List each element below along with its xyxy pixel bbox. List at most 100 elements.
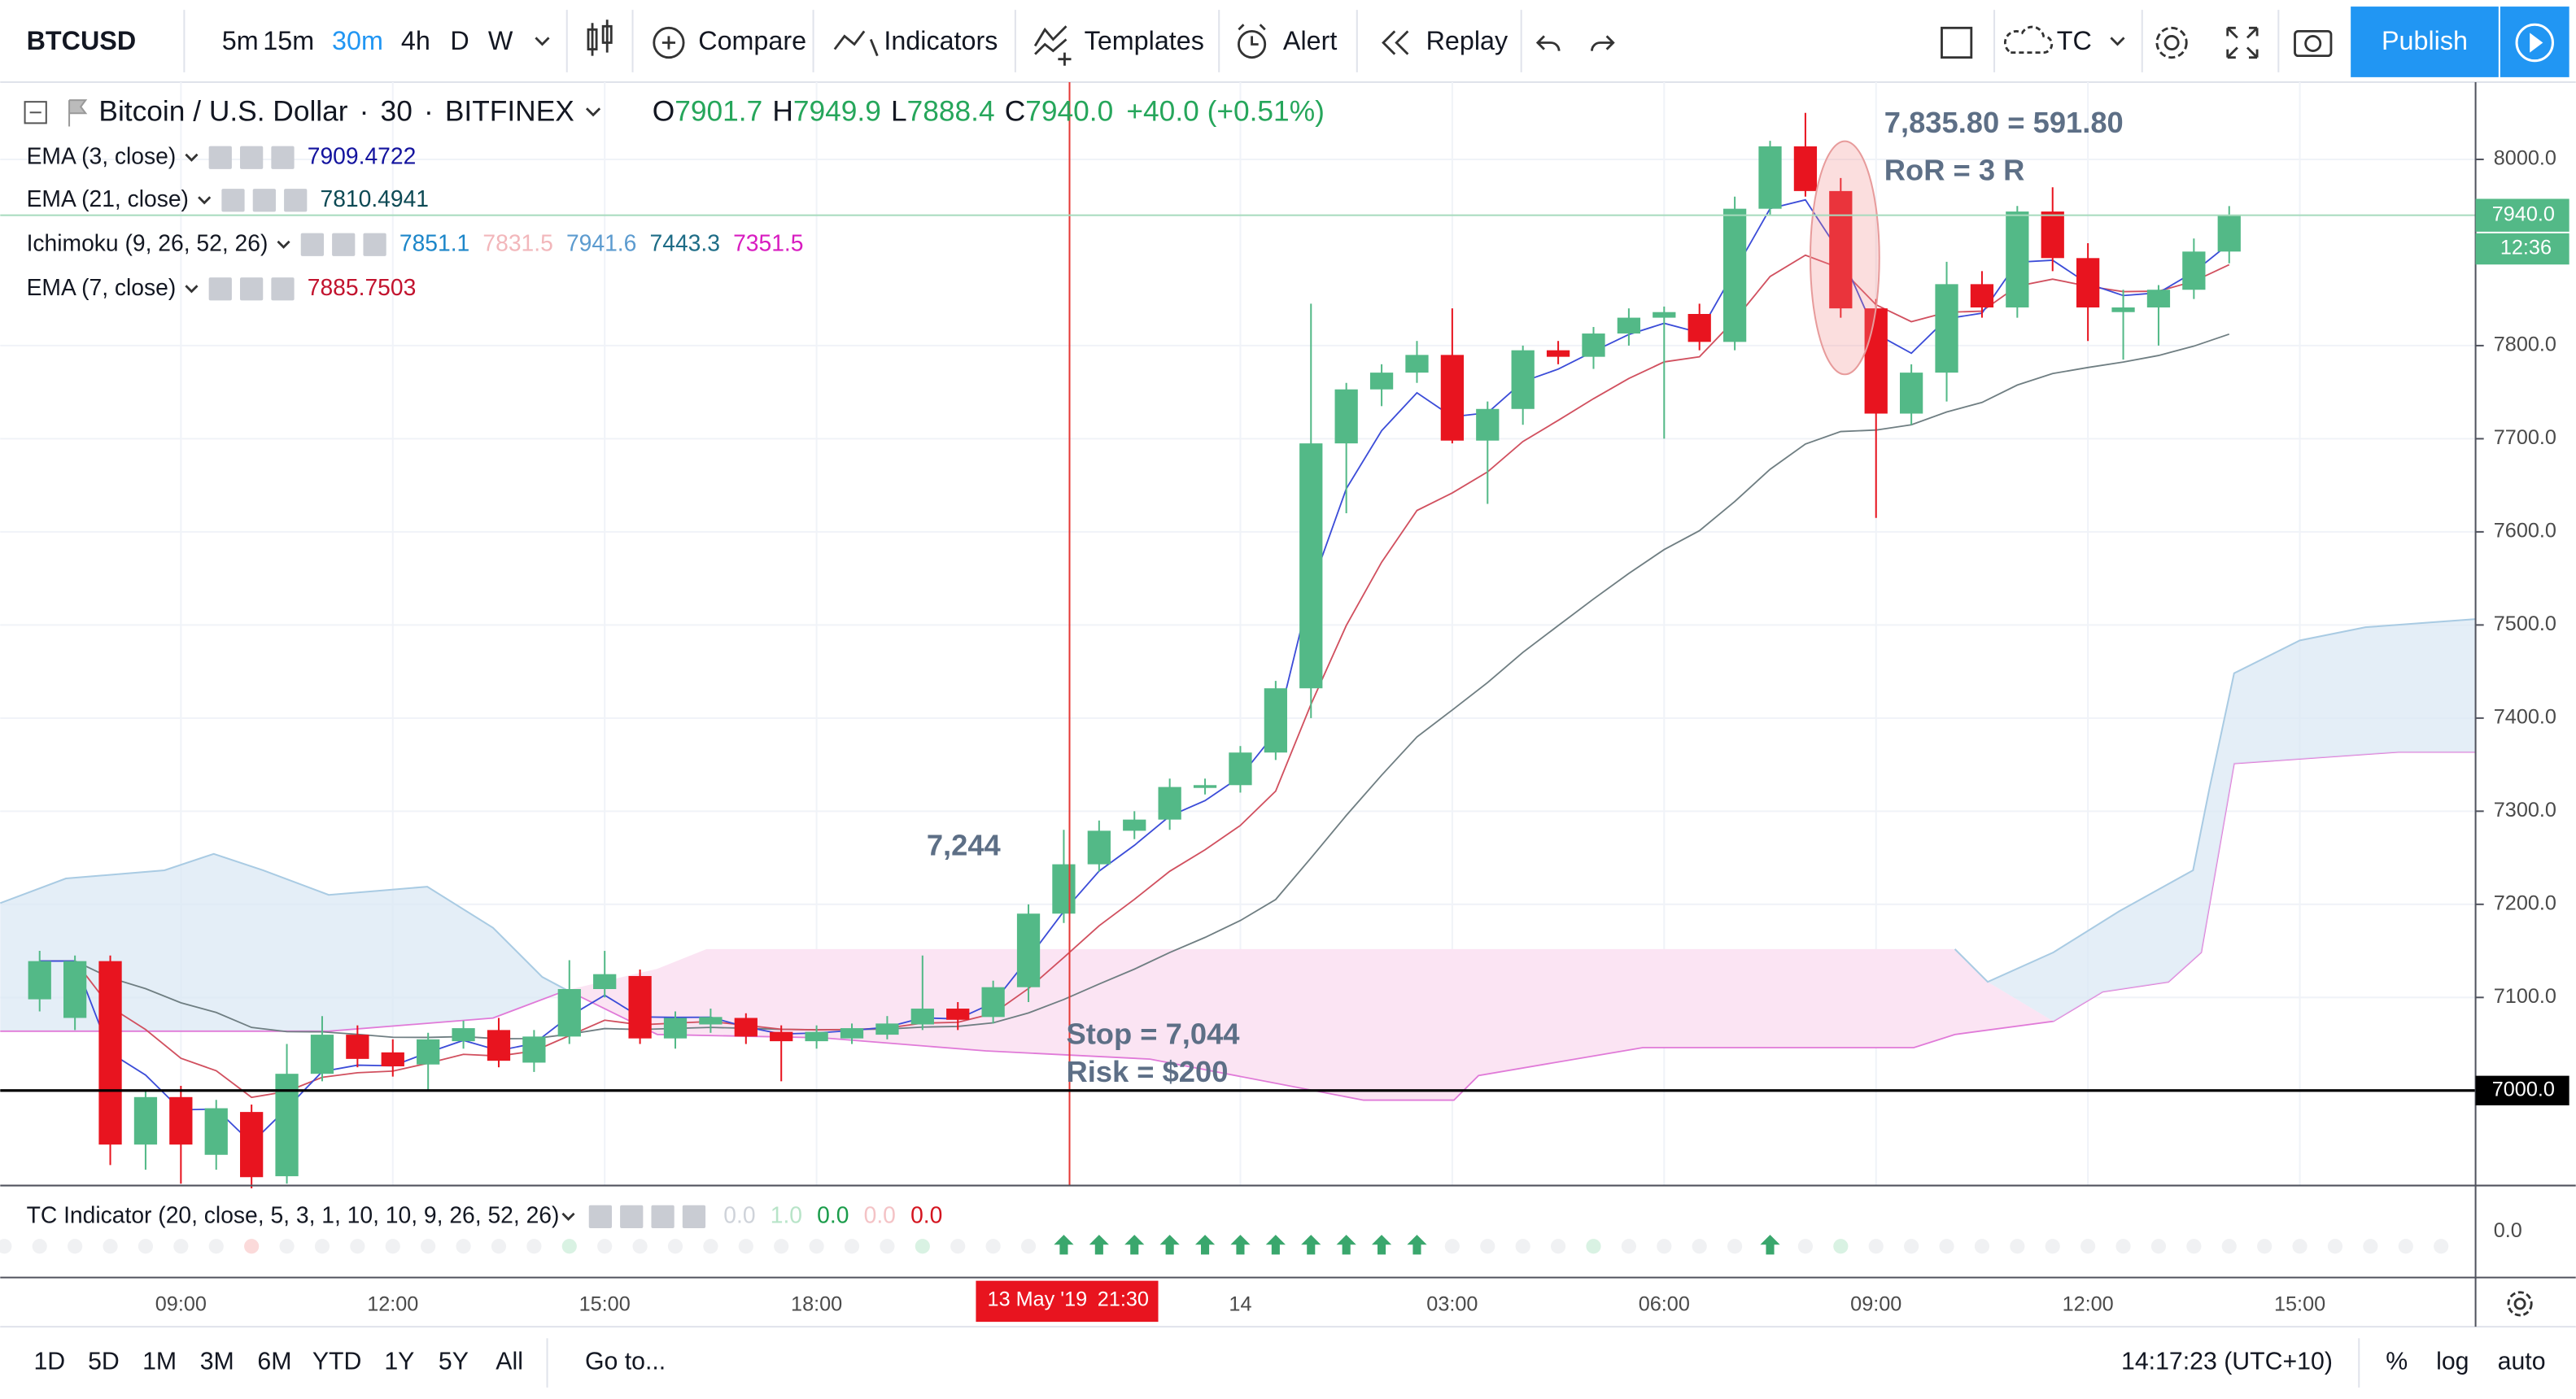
templates-icon[interactable] xyxy=(1033,25,1072,66)
range-button[interactable]: All xyxy=(496,1349,523,1375)
indicator-button[interactable] xyxy=(682,1205,706,1229)
tc-axis-label: 0.0 xyxy=(2494,1219,2522,1242)
signal-dot xyxy=(2327,1239,2343,1254)
candle-body xyxy=(946,1009,970,1020)
indicator-button[interactable] xyxy=(363,233,386,256)
candle-body xyxy=(1369,373,1394,390)
toolbar-button[interactable]: Compare xyxy=(698,26,806,55)
range-button[interactable]: 1M xyxy=(142,1349,177,1375)
cloud-icon[interactable] xyxy=(2003,25,2054,54)
indicator-button[interactable] xyxy=(332,233,356,256)
indicator-name: Ichimoku (9, 26, 52, 26) xyxy=(27,229,269,255)
interval-button[interactable]: 15m xyxy=(263,26,314,55)
signal-dot xyxy=(2363,1239,2378,1254)
publish-button[interactable] xyxy=(2351,7,2499,77)
snapshot-icon[interactable] xyxy=(2294,29,2333,58)
candle-body xyxy=(1829,190,1853,309)
indicator-button[interactable] xyxy=(208,277,232,301)
interval-button[interactable]: 30m xyxy=(332,26,383,55)
goto-button[interactable]: Go to... xyxy=(585,1349,666,1375)
h-key: H xyxy=(772,96,793,128)
publish-label[interactable]: Publish xyxy=(2382,26,2468,55)
last-price-label: 7940.0 xyxy=(2492,203,2555,225)
redo-icon[interactable] xyxy=(1591,35,1615,51)
chevron[interactable] xyxy=(535,37,550,46)
toolbar-button[interactable]: Replay xyxy=(1426,26,1508,55)
candle-body xyxy=(557,989,581,1037)
annotation: 7,835.80 = 591.80 xyxy=(1884,106,2124,139)
chevron[interactable] xyxy=(561,1212,575,1221)
toolbar-button[interactable]: Templates xyxy=(1085,26,1204,55)
range-button[interactable]: 1D xyxy=(33,1349,65,1375)
indicator-button[interactable] xyxy=(208,146,232,169)
chevron[interactable] xyxy=(585,107,601,117)
tc-value: 0.0 xyxy=(910,1201,942,1227)
signal-dot xyxy=(2045,1239,2060,1254)
range-button[interactable]: YTD xyxy=(312,1349,362,1375)
signal-arrow xyxy=(1336,1235,1356,1255)
chevron[interactable] xyxy=(277,240,290,249)
chevron[interactable] xyxy=(2110,37,2125,46)
signal-dot xyxy=(1551,1239,1566,1254)
signal-dot xyxy=(279,1239,295,1254)
interval-button[interactable]: D xyxy=(450,26,469,55)
indicators-icon[interactable] xyxy=(833,30,879,57)
alert-icon[interactable] xyxy=(1238,24,1267,59)
range-button[interactable]: 1Y xyxy=(384,1349,414,1375)
signal-dot xyxy=(491,1239,507,1254)
range-button[interactable]: 5D xyxy=(88,1349,120,1375)
candle-body xyxy=(875,1023,899,1035)
settings-icon[interactable] xyxy=(2155,26,2188,59)
tc-value: 0.0 xyxy=(723,1201,755,1227)
scale-option[interactable]: log xyxy=(2436,1349,2469,1375)
interval-button[interactable]: W xyxy=(488,26,513,55)
indicator-button[interactable] xyxy=(588,1205,613,1229)
symbol[interactable]: BTCUSD xyxy=(27,26,137,55)
flag-icon[interactable] xyxy=(68,99,88,127)
axis-settings-icon[interactable] xyxy=(2507,1291,2533,1317)
indicator-button[interactable] xyxy=(239,277,264,301)
chevron[interactable] xyxy=(185,153,199,162)
interval-button[interactable]: 4h xyxy=(401,26,430,55)
y-tick-label: 7800.0 xyxy=(2494,333,2556,356)
indicator-button[interactable] xyxy=(221,189,245,212)
indicator-button[interactable] xyxy=(284,189,308,212)
fullscreen-icon[interactable] xyxy=(2226,26,2259,59)
indicator-button[interactable] xyxy=(620,1205,644,1229)
replay-icon[interactable] xyxy=(1382,30,1409,55)
interval-button[interactable]: 5m xyxy=(222,26,259,55)
range-button[interactable]: 3M xyxy=(200,1349,234,1375)
rect-icon[interactable] xyxy=(1941,26,1973,59)
candle-body xyxy=(2076,258,2100,307)
range-button[interactable]: 5Y xyxy=(439,1349,469,1375)
undo-icon[interactable] xyxy=(1535,35,1561,51)
toolbar-button[interactable]: Alert xyxy=(1283,26,1337,55)
layout-name[interactable]: TC xyxy=(2057,26,2092,55)
indicator-button[interactable] xyxy=(271,277,295,301)
candle-body xyxy=(2146,290,2171,307)
chart-type-icon[interactable] xyxy=(587,20,613,56)
compare-icon[interactable] xyxy=(653,26,685,59)
chevron[interactable] xyxy=(185,285,199,294)
candle-body xyxy=(487,1030,511,1061)
range-button[interactable]: 6M xyxy=(257,1349,291,1375)
indicator-button[interactable] xyxy=(239,146,264,169)
indicator-button[interactable] xyxy=(271,146,295,169)
indicator-button[interactable] xyxy=(300,233,324,256)
signal-arrow xyxy=(1054,1235,1074,1255)
scale-option[interactable]: auto xyxy=(2498,1349,2546,1375)
scale-option[interactable]: % xyxy=(2386,1349,2408,1375)
collapse-icon[interactable] xyxy=(24,101,47,124)
candle-body xyxy=(2217,215,2241,252)
indicator-button[interactable] xyxy=(651,1205,675,1229)
toolbar-button[interactable]: Indicators xyxy=(884,26,998,55)
candle-body xyxy=(133,1096,158,1145)
candle-body xyxy=(1511,350,1535,409)
chevron[interactable] xyxy=(198,196,212,205)
annotation: 7,244 xyxy=(927,828,1002,861)
ichimoku-span-a xyxy=(1954,618,2476,983)
tc-value: 0.0 xyxy=(817,1201,849,1227)
signal-dot xyxy=(1515,1239,1530,1254)
indicator-button[interactable] xyxy=(252,189,276,212)
signal-dot xyxy=(2080,1239,2096,1254)
